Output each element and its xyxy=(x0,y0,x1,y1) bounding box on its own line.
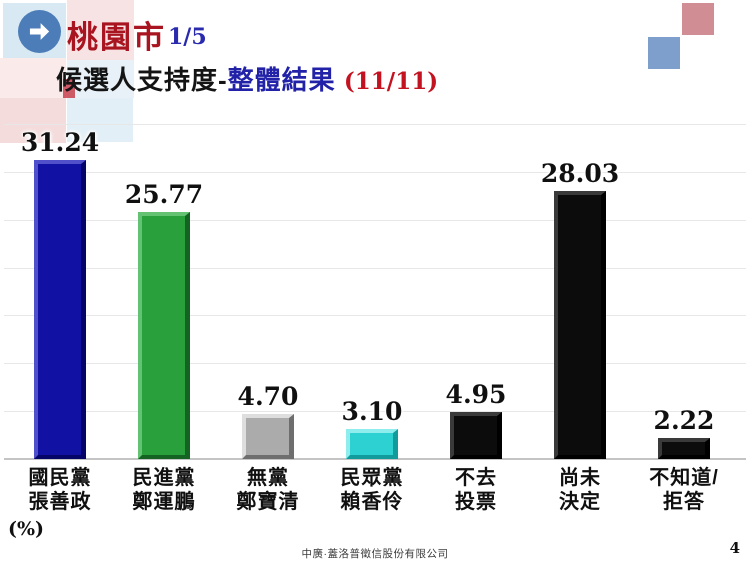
bar-value-label: 25.77 xyxy=(124,180,204,209)
page-number: 4 xyxy=(729,539,740,557)
page-fraction: 1/5 xyxy=(168,24,207,50)
gridline xyxy=(4,363,746,364)
decor-square-blue xyxy=(67,60,134,98)
y-axis-unit-label: (%) xyxy=(8,518,45,540)
bar-1 xyxy=(34,160,86,459)
footer-source: 中廣·蓋洛普徵信股份有限公司 xyxy=(301,548,449,560)
bar-category-label: 無黨 鄭寶清 xyxy=(236,467,300,513)
bar-value-label: 31.24 xyxy=(20,128,100,157)
decor-square-red-accent xyxy=(63,79,75,98)
gridline xyxy=(4,220,746,221)
decor-square-blue xyxy=(67,98,133,142)
gridline xyxy=(4,411,746,412)
bar-category-label: 民眾黨 賴香伶 xyxy=(340,467,404,513)
gridline xyxy=(4,315,746,316)
bar-2 xyxy=(138,212,190,459)
decor-square-pink xyxy=(0,98,66,143)
bar-value-label: 28.03 xyxy=(540,159,620,188)
chart-title-date: (11/11) xyxy=(343,68,439,95)
bar-5 xyxy=(450,412,502,459)
decor-square-red xyxy=(682,3,714,35)
gridline xyxy=(4,124,746,125)
bar-3 xyxy=(242,414,294,459)
gridline xyxy=(4,172,746,173)
bar-category-label: 民進黨 鄭運鵬 xyxy=(132,467,196,513)
gridline xyxy=(4,268,746,269)
bar-value-label: 4.70 xyxy=(237,382,299,411)
bar-category-label: 不知道/拒答 xyxy=(649,467,719,513)
bar-value-label: 4.95 xyxy=(445,380,507,409)
x-axis-line xyxy=(4,458,746,460)
right-arrow-icon xyxy=(18,10,61,53)
decor-square-blue xyxy=(648,37,680,69)
chart-title: 候選人支持度-整體結果 (11/11) xyxy=(56,60,438,97)
bar-6 xyxy=(554,191,606,459)
bar-category-label: 國民黨 張善政 xyxy=(28,467,92,513)
chart-title-highlight: 整體結果 xyxy=(227,65,336,95)
bar-value-label: 2.22 xyxy=(653,406,715,435)
bar-value-label: 3.10 xyxy=(341,397,403,426)
bar-7 xyxy=(658,438,710,459)
page-title: 桃園市 xyxy=(67,20,166,55)
bar-category-label: 尚未 決定 xyxy=(559,467,601,513)
bar-category-label: 不去 投票 xyxy=(455,467,497,513)
bar-4 xyxy=(346,429,398,459)
chart-title-main: 候選人支持度- xyxy=(56,65,228,95)
decor-square-pink xyxy=(67,0,134,60)
